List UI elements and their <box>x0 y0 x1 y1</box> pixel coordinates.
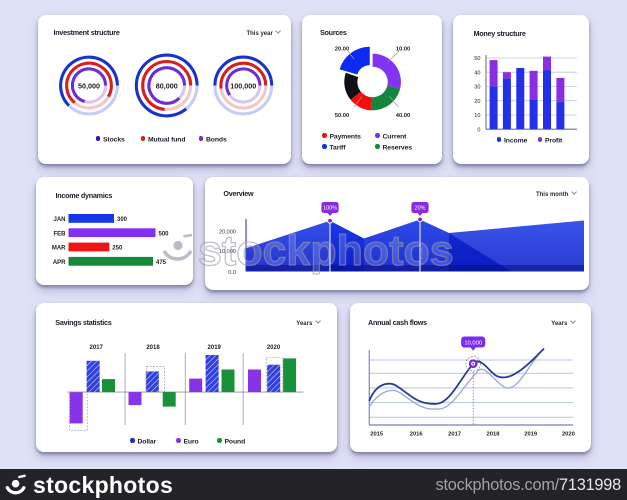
svg-text:20.00: 20.00 <box>335 47 350 53</box>
svg-text:100,000: 100,000 <box>230 82 256 91</box>
svg-text:JAN: JAN <box>53 217 65 223</box>
svg-text:2017: 2017 <box>90 345 104 351</box>
svg-text:50,000: 50,000 <box>78 82 100 91</box>
svg-text:40: 40 <box>474 71 480 77</box>
svg-text:20,000: 20,000 <box>219 230 236 236</box>
svg-text:2015: 2015 <box>370 432 384 438</box>
svg-text:10,000: 10,000 <box>219 249 236 255</box>
svg-text:475: 475 <box>156 260 167 266</box>
svg-text:10: 10 <box>474 113 480 119</box>
svg-text:80,000: 80,000 <box>155 82 177 91</box>
svg-text:20: 20 <box>474 99 480 105</box>
svg-text:2019: 2019 <box>524 432 538 438</box>
svg-text:2017: 2017 <box>448 432 461 438</box>
svg-text:300: 300 <box>117 217 128 223</box>
svg-text:0.0: 0.0 <box>228 270 236 276</box>
svg-text:10,000: 10,000 <box>464 340 482 346</box>
svg-text:2020: 2020 <box>562 432 575 438</box>
svg-text:30: 30 <box>474 85 480 91</box>
svg-text:100%: 100% <box>323 206 337 212</box>
svg-text:APR: APR <box>53 260 66 266</box>
svg-text:50.00: 50.00 <box>335 113 350 119</box>
svg-text:2020: 2020 <box>267 345 281 351</box>
svg-text:2016: 2016 <box>410 432 424 438</box>
svg-text:2019: 2019 <box>208 345 222 351</box>
svg-text:MAR: MAR <box>52 246 66 252</box>
svg-text:FEB: FEB <box>54 231 67 237</box>
svg-text:20%: 20% <box>415 206 426 212</box>
svg-text:50: 50 <box>474 56 480 62</box>
svg-text:0: 0 <box>477 127 480 133</box>
svg-text:2018: 2018 <box>487 432 501 438</box>
svg-text:250: 250 <box>112 246 123 252</box>
svg-text:40.00: 40.00 <box>396 113 411 119</box>
svg-text:500: 500 <box>159 231 170 237</box>
svg-text:10.00: 10.00 <box>396 47 411 53</box>
svg-text:2018: 2018 <box>146 345 160 351</box>
